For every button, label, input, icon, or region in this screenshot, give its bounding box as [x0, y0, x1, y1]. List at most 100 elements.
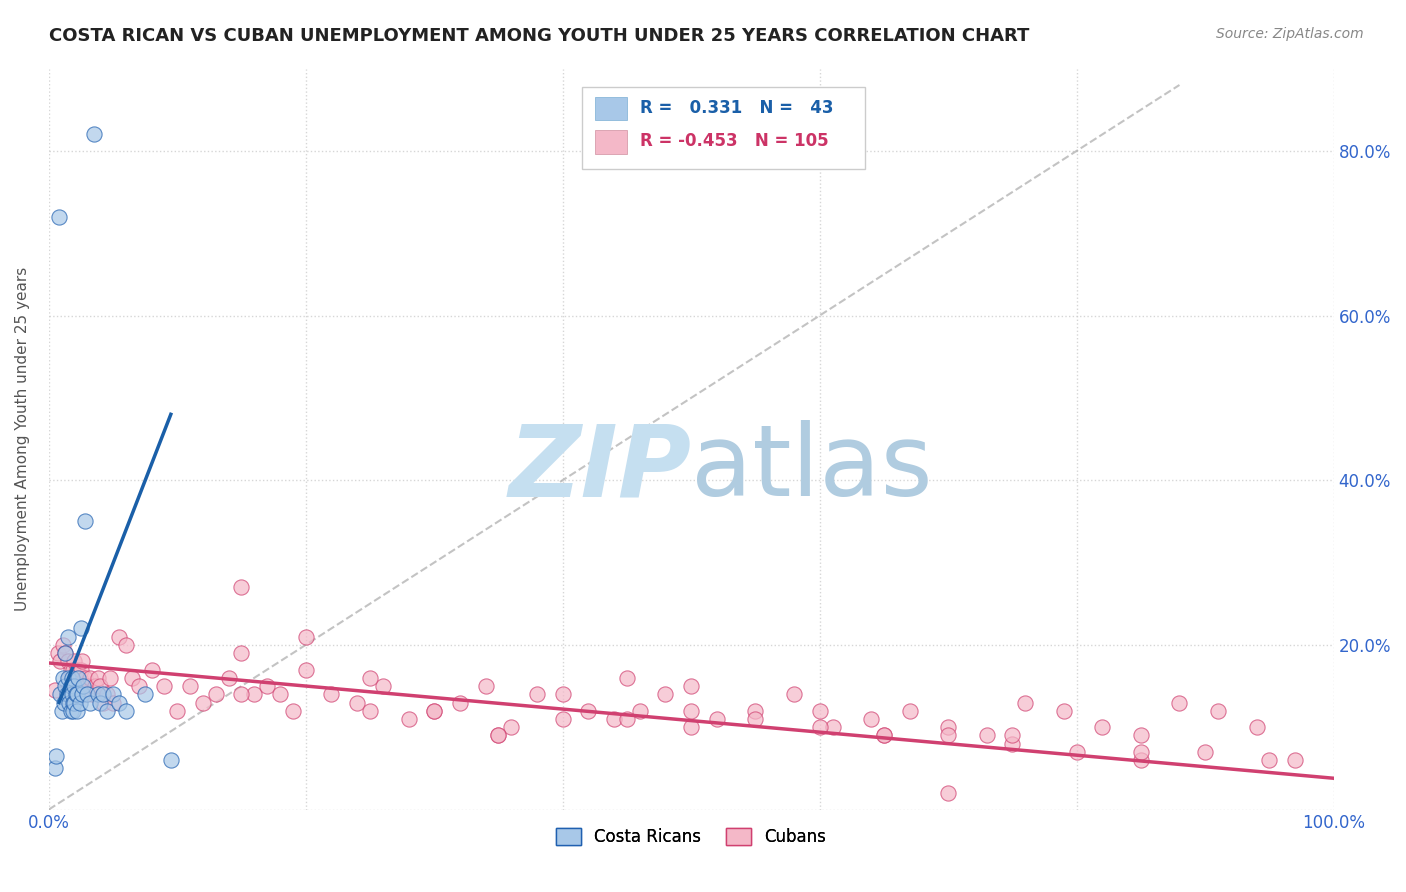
Point	[63, 654, 86, 668]
Point	[821, 720, 844, 734]
Point	[783, 687, 806, 701]
Point	[423, 704, 446, 718]
Point	[108, 696, 131, 710]
Point	[603, 712, 626, 726]
Point	[1168, 696, 1191, 710]
Point	[159, 753, 181, 767]
Legend: Costa Ricans, Cubans: Costa Ricans, Cubans	[550, 822, 834, 853]
Point	[526, 687, 548, 701]
Point	[89, 696, 111, 710]
Point	[1129, 745, 1152, 759]
Point	[63, 679, 86, 693]
Point	[744, 704, 766, 718]
Point	[191, 696, 214, 710]
Y-axis label: Unemployment Among Youth under 25 years: Unemployment Among Youth under 25 years	[15, 267, 30, 611]
Point	[51, 704, 73, 718]
Point	[56, 654, 79, 668]
Point	[1066, 745, 1088, 759]
Point	[346, 696, 368, 710]
Point	[58, 696, 80, 710]
Point	[55, 687, 77, 701]
Point	[231, 687, 253, 701]
Point	[52, 671, 75, 685]
Point	[371, 679, 394, 693]
Point	[616, 712, 638, 726]
FancyBboxPatch shape	[595, 130, 627, 153]
Point	[45, 749, 67, 764]
Point	[59, 663, 82, 677]
Point	[628, 704, 651, 718]
Point	[66, 704, 89, 718]
Point	[1053, 704, 1076, 718]
Point	[60, 687, 83, 701]
Point	[60, 671, 83, 685]
Point	[616, 671, 638, 685]
Point	[359, 671, 381, 685]
Point	[83, 128, 105, 142]
Point	[86, 687, 108, 701]
Point	[1194, 745, 1216, 759]
Point	[488, 728, 510, 742]
Text: atlas: atlas	[692, 420, 932, 517]
Point	[55, 646, 77, 660]
Point	[91, 696, 114, 710]
Point	[58, 687, 80, 701]
Point	[67, 671, 90, 685]
Point	[60, 679, 83, 693]
Point	[1129, 728, 1152, 742]
Point	[69, 671, 91, 685]
Point	[62, 704, 84, 718]
Text: Source: ZipAtlas.com: Source: ZipAtlas.com	[1216, 27, 1364, 41]
Point	[44, 683, 66, 698]
Point	[744, 712, 766, 726]
Point	[1014, 696, 1036, 710]
Point	[49, 654, 72, 668]
Point	[873, 728, 896, 742]
Point	[89, 679, 111, 693]
Point	[294, 663, 316, 677]
Point	[82, 687, 104, 701]
Point	[65, 687, 87, 701]
Point	[808, 720, 831, 734]
Point	[72, 679, 94, 693]
Point	[654, 687, 676, 701]
Point	[52, 638, 75, 652]
Point	[551, 712, 574, 726]
Point	[96, 687, 118, 701]
Point	[115, 638, 138, 652]
Point	[62, 696, 84, 710]
Point	[44, 761, 66, 775]
Point	[49, 687, 72, 701]
Point	[55, 646, 77, 660]
Point	[976, 728, 998, 742]
Point	[449, 696, 471, 710]
Point	[681, 679, 703, 693]
Point	[936, 728, 959, 742]
Text: COSTA RICAN VS CUBAN UNEMPLOYMENT AMONG YOUTH UNDER 25 YEARS CORRELATION CHART: COSTA RICAN VS CUBAN UNEMPLOYMENT AMONG …	[49, 27, 1029, 45]
Point	[79, 696, 101, 710]
Point	[231, 580, 253, 594]
Point	[398, 712, 420, 726]
Point	[73, 514, 96, 528]
Point	[423, 704, 446, 718]
Point	[53, 696, 76, 710]
Point	[73, 671, 96, 685]
Point	[79, 671, 101, 685]
Point	[1129, 753, 1152, 767]
Text: ZIP: ZIP	[508, 420, 692, 517]
Point	[121, 671, 143, 685]
Point	[96, 704, 118, 718]
Point	[218, 671, 240, 685]
Point	[488, 728, 510, 742]
Point	[48, 210, 70, 224]
Point	[681, 704, 703, 718]
Point	[359, 704, 381, 718]
Point	[56, 671, 79, 685]
Point	[67, 679, 90, 693]
Point	[134, 687, 156, 701]
Point	[101, 687, 124, 701]
Point	[86, 671, 108, 685]
Point	[59, 679, 82, 693]
Point	[76, 687, 98, 701]
Text: R = -0.453   N = 105: R = -0.453 N = 105	[640, 132, 828, 150]
